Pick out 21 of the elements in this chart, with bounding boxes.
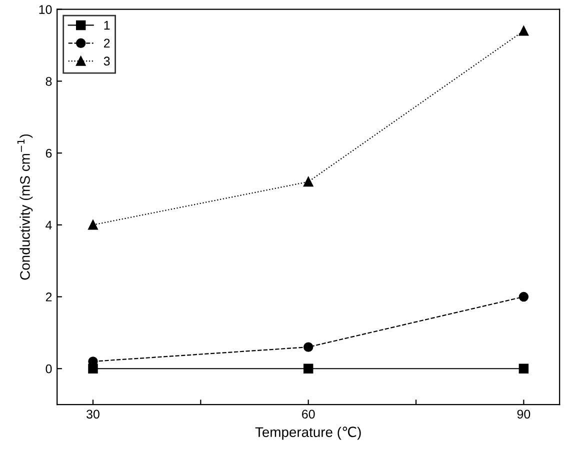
y-tick-label: 0: [46, 364, 52, 374]
point: [303, 176, 314, 187]
legend-label: 2: [104, 38, 110, 48]
x-tick-label: 90: [517, 410, 530, 419]
point: [518, 364, 529, 374]
y-tick-label: 4: [46, 220, 52, 230]
point: [518, 26, 529, 36]
point: [518, 292, 529, 302]
y-tick-label: 8: [46, 76, 52, 86]
y-tick-label: 10: [39, 5, 52, 14]
point: [303, 364, 314, 374]
x-tick-label: 60: [302, 410, 315, 419]
y-axis-title: Conductivity (mS cm$^{−1}$): [17, 134, 33, 280]
legend-label: 3: [104, 56, 110, 66]
legend-label: 1: [104, 21, 110, 30]
x-axis-title: Temperature (℃): [255, 426, 361, 440]
y-tick-label: 2: [46, 292, 52, 302]
x-tick-label: 30: [86, 410, 100, 419]
point: [88, 220, 98, 230]
y-tick-label: 6: [46, 148, 52, 158]
point: [303, 342, 314, 352]
